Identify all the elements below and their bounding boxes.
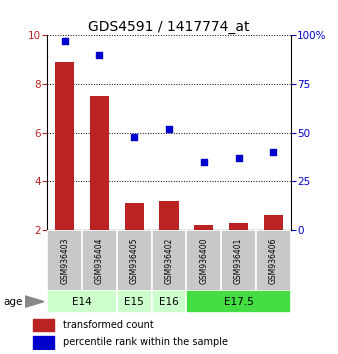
Bar xyxy=(33,319,54,331)
Bar xyxy=(90,96,109,230)
Bar xyxy=(152,230,186,292)
Bar xyxy=(186,230,221,292)
Point xyxy=(201,159,207,165)
Text: E16: E16 xyxy=(159,297,179,307)
Bar xyxy=(229,223,248,230)
Text: GSM936402: GSM936402 xyxy=(165,238,173,284)
Point xyxy=(166,126,172,132)
Text: age: age xyxy=(3,297,23,307)
Point xyxy=(236,155,241,161)
Bar xyxy=(256,230,291,292)
Text: GSM936406: GSM936406 xyxy=(269,238,278,284)
Text: GSM936400: GSM936400 xyxy=(199,238,208,284)
Bar xyxy=(55,62,74,230)
Bar xyxy=(186,290,291,313)
Bar xyxy=(194,225,213,230)
Bar xyxy=(47,230,82,292)
Bar xyxy=(152,290,186,313)
Text: GSM936403: GSM936403 xyxy=(60,238,69,284)
Bar xyxy=(125,203,144,230)
Text: GSM936401: GSM936401 xyxy=(234,238,243,284)
Text: percentile rank within the sample: percentile rank within the sample xyxy=(63,337,228,347)
Bar xyxy=(33,336,54,349)
Title: GDS4591 / 1417774_at: GDS4591 / 1417774_at xyxy=(88,21,250,34)
Bar xyxy=(160,201,178,230)
Text: GSM936404: GSM936404 xyxy=(95,238,104,284)
Point xyxy=(271,149,276,155)
Text: E15: E15 xyxy=(124,297,144,307)
Text: transformed count: transformed count xyxy=(63,320,153,330)
Polygon shape xyxy=(25,296,44,307)
Bar xyxy=(221,230,256,292)
Point xyxy=(131,134,137,139)
Text: E14: E14 xyxy=(72,297,92,307)
Bar xyxy=(264,216,283,230)
Point xyxy=(62,38,67,44)
Bar xyxy=(117,290,152,313)
Bar xyxy=(47,290,117,313)
Text: GSM936405: GSM936405 xyxy=(130,238,139,284)
Bar xyxy=(82,230,117,292)
Point xyxy=(97,52,102,58)
Bar xyxy=(117,230,152,292)
Text: E17.5: E17.5 xyxy=(224,297,254,307)
